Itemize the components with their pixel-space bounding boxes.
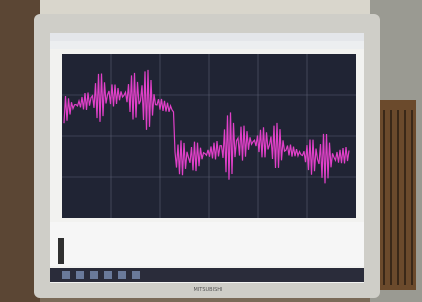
output-marker: [58, 238, 64, 264]
brand-label: MITSUBISHI: [194, 287, 223, 293]
window-title-bar: [50, 33, 364, 41]
output-panel: [50, 222, 364, 266]
photo: MITSUBISHI: [0, 0, 422, 302]
toolbar: [50, 41, 364, 49]
page: MITSUBISHI (() => { const data = JSON.pa…: [0, 0, 422, 302]
